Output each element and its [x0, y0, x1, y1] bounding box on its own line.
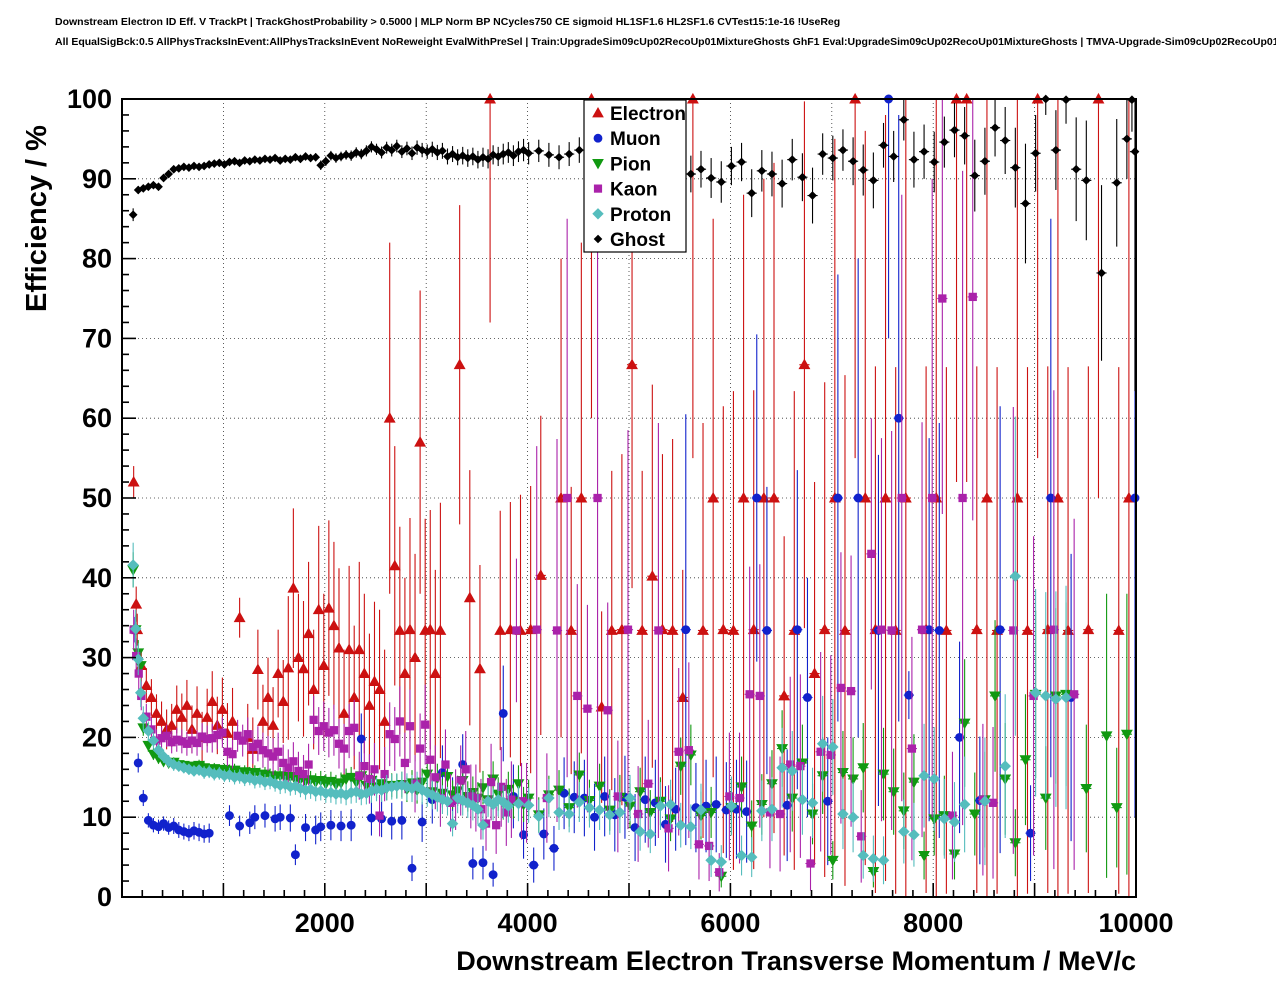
- legend-item-kaon: Kaon: [593, 180, 658, 201]
- plot-title-line-1: Downstream Electron ID Eff. V TrackPt | …: [55, 16, 841, 28]
- svg-text:0: 0: [97, 882, 112, 912]
- svg-text:40: 40: [82, 563, 112, 593]
- svg-text:80: 80: [82, 244, 112, 274]
- legend: Electron Muon Pion Kaon Proton Ghost: [583, 99, 687, 253]
- svg-text:6000: 6000: [700, 908, 760, 938]
- svg-text:Muon: Muon: [610, 129, 661, 150]
- axis-ticks: [121, 98, 1137, 898]
- x-axis-title: Downstream Electron Transverse Momentum …: [456, 946, 1136, 976]
- legend-item-proton: Proton: [592, 205, 671, 226]
- legend-item-pion: Pion: [592, 154, 651, 175]
- series-proton: [127, 416, 1072, 885]
- svg-text:90: 90: [82, 164, 112, 194]
- svg-text:50: 50: [82, 483, 112, 513]
- svg-text:8000: 8000: [903, 908, 963, 938]
- series-pion: [127, 552, 1133, 888]
- plot-title-line-2: All EqualSigBck:0.5 AllPhysTracksInEvent…: [55, 36, 1276, 48]
- legend-item-muon: Muon: [593, 129, 661, 150]
- series-kaon: [129, 99, 1080, 892]
- svg-text:2000: 2000: [295, 908, 355, 938]
- legend-item-electron: Electron: [592, 104, 686, 125]
- gridlines: [122, 99, 1136, 897]
- svg-text:30: 30: [82, 643, 112, 673]
- svg-text:60: 60: [82, 403, 112, 433]
- svg-text:Proton: Proton: [610, 205, 671, 226]
- y-axis-title: Efficiency / %: [21, 125, 53, 312]
- svg-text:Electron: Electron: [610, 104, 686, 125]
- svg-text:10: 10: [82, 802, 112, 832]
- svg-text:Ghost: Ghost: [610, 230, 666, 251]
- svg-text:70: 70: [82, 323, 112, 353]
- svg-text:Pion: Pion: [610, 154, 651, 175]
- svg-text:4000: 4000: [498, 908, 558, 938]
- svg-text:10000: 10000: [1098, 908, 1173, 938]
- legend-item-ghost: Ghost: [593, 230, 666, 251]
- svg-text:20: 20: [82, 722, 112, 752]
- svg-text:100: 100: [67, 84, 112, 114]
- svg-text:Kaon: Kaon: [610, 180, 658, 201]
- tick-labels: 0 10 20 30 40 50 60 70 80 90 100 2000 4000 6000 8000 10…: [67, 84, 1174, 938]
